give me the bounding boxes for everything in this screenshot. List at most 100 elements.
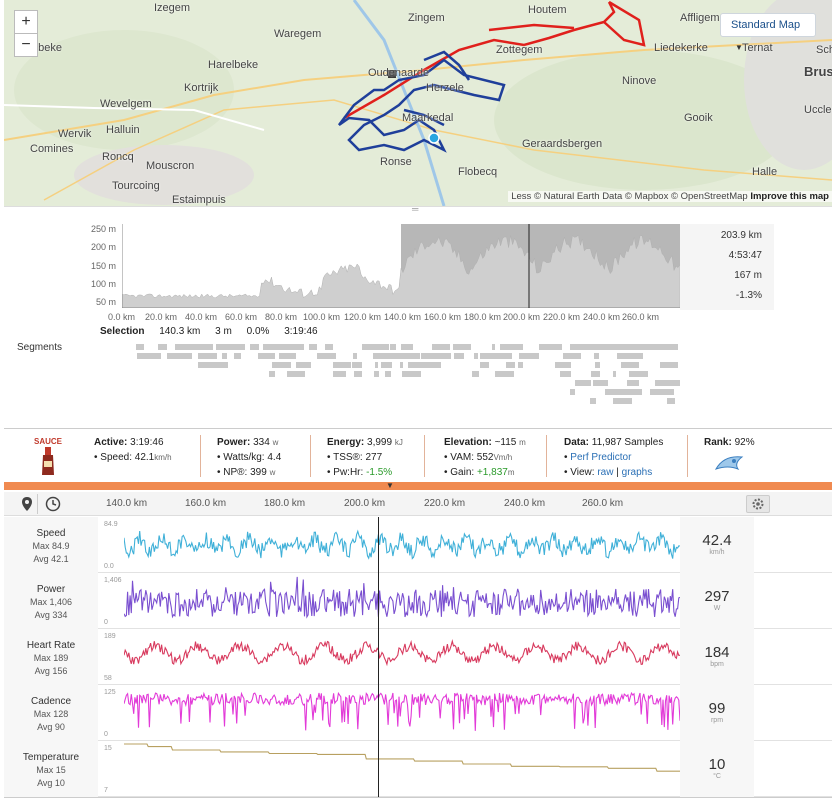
segment-bar[interactable] [222,353,224,359]
segment-bar[interactable] [258,353,275,359]
segment-bar[interactable] [402,371,421,377]
segment-bar[interactable] [439,344,450,350]
segment-bar[interactable] [660,362,671,368]
segment-bar[interactable] [590,398,596,404]
segment-bar[interactable] [570,344,678,350]
collapse-bar[interactable] [4,482,832,490]
segment-bar[interactable] [373,353,382,359]
segment-bar[interactable] [137,353,153,359]
segment-bar[interactable] [629,353,643,359]
segment-bar[interactable] [362,344,374,350]
segment-bar[interactable] [317,353,336,359]
clock-icon[interactable] [44,495,62,513]
segment-bar[interactable] [198,362,207,368]
segment-bar[interactable] [385,371,391,377]
segment-bar[interactable] [495,371,514,377]
segment-bar[interactable] [575,380,584,386]
segment-bar[interactable] [605,389,624,395]
segment-bar[interactable] [629,371,648,377]
segment-bar[interactable] [383,353,402,359]
segment-bar[interactable] [390,344,396,350]
timeseries-row-cadence[interactable]: Cadence Max 128 Avg 90 125 0 99 rpm [4,685,832,741]
segment-bar[interactable] [352,362,362,368]
segment-bar[interactable] [594,353,599,359]
segment-bar[interactable] [480,353,497,359]
segment-bar[interactable] [207,344,213,350]
segment-bar[interactable] [613,398,617,404]
segment-bar[interactable] [492,344,495,350]
segment-bar[interactable] [325,344,333,350]
elevation-panel[interactable]: 250 m 200 m 150 m 100 m 50 m 0.0 km 20.0… [0,212,836,426]
timeseries-row-heart-rate[interactable]: Heart Rate Max 189 Avg 156 189 58 184 bpm [4,629,832,685]
segment-bar[interactable] [278,344,297,350]
segment-bar[interactable] [555,362,571,368]
segment-bar[interactable] [495,353,506,359]
segment-bar[interactable] [591,371,600,377]
segment-bar[interactable] [422,362,429,368]
segment-bar[interactable] [408,362,420,368]
segment-bar[interactable] [617,353,626,359]
map-pin-icon[interactable] [18,495,36,513]
segment-bar[interactable] [480,362,489,368]
segment-bar[interactable] [623,389,634,395]
segment-bar[interactable] [675,380,680,386]
zoom-in-button[interactable]: + [14,10,38,34]
segment-bar[interactable] [374,371,379,377]
segment-bar[interactable] [593,380,606,386]
segment-bar[interactable] [403,353,406,359]
segment-bar[interactable] [216,344,232,350]
segment-bar[interactable] [333,371,346,377]
segment-bar[interactable] [263,344,281,350]
segment-bar[interactable] [269,371,275,377]
settings-button[interactable] [746,495,770,513]
resize-grip-icon[interactable]: ═ [412,204,419,214]
segment-bar[interactable] [353,353,357,359]
segment-bar[interactable] [333,362,351,368]
rank-badge-icon[interactable] [714,453,744,473]
segment-bar[interactable] [539,344,543,350]
segment-bar[interactable] [600,380,608,386]
perf-predictor-link[interactable]: Perf Predictor [570,452,632,463]
segment-bar[interactable] [285,353,296,359]
segment-bar[interactable] [630,362,634,368]
segment-bar[interactable] [431,353,451,359]
segment-bar[interactable] [655,380,670,386]
segment-bar[interactable] [431,362,441,368]
series-line-chart[interactable] [124,517,680,573]
rank-stats[interactable]: Rank: 92% [704,435,755,450]
improve-map-link[interactable]: Improve this map [750,191,829,202]
segment-bar[interactable] [345,362,347,368]
segment-bar[interactable] [525,353,539,359]
view-graphs-link[interactable]: graphs [621,467,653,478]
segment-bar[interactable] [225,344,245,350]
segment-bar[interactable] [650,389,669,395]
segment-bar[interactable] [614,398,632,404]
segment-bar[interactable] [421,353,431,359]
segment-bar[interactable] [167,353,175,359]
segment-bar[interactable] [198,353,216,359]
segment-bar[interactable] [454,353,464,359]
segment-bar[interactable] [400,362,403,368]
segment-bar[interactable] [667,398,675,404]
segment-bar[interactable] [234,353,241,359]
segment-bar[interactable] [453,344,463,350]
segment-bar[interactable] [560,371,571,377]
route-map[interactable]: Izegem Zingem Houtem Affligem Waregem Zo… [4,0,832,206]
series-line-chart[interactable] [124,741,680,797]
segment-bar[interactable] [224,353,227,359]
segment-bar[interactable] [474,353,478,359]
segment-bar[interactable] [210,362,225,368]
segment-bar[interactable] [379,344,389,350]
chevron-down-icon[interactable]: ▼ [386,481,394,490]
segment-bar[interactable] [623,353,630,359]
segment-bar[interactable] [181,344,201,350]
series-line-chart[interactable] [124,629,680,685]
segment-bar[interactable] [250,344,259,350]
segment-bar[interactable] [500,344,507,350]
timeseries-row-temperature[interactable]: Temperature Max 15 Avg 10 15 7 10 °C [4,741,832,797]
segment-bar[interactable] [666,362,678,368]
segment-bar[interactable] [613,371,616,377]
series-line-chart[interactable] [124,685,680,741]
segment-bar[interactable] [375,362,378,368]
segment-bar[interactable] [633,389,642,395]
